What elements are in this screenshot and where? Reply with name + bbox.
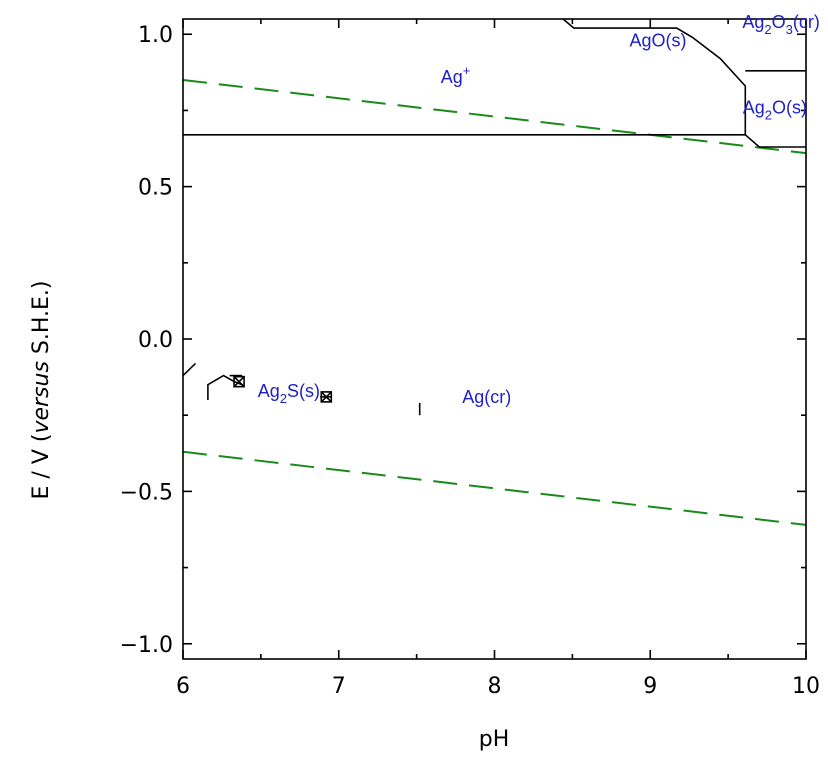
series-group [183, 19, 806, 526]
point-marker-2 [320, 391, 333, 403]
y-tick-label-5: −1.0 [120, 633, 173, 658]
region-label-3: AgO(s) [630, 30, 687, 50]
y-axis-title-italic: versus [29, 361, 54, 433]
region-label-4: Ag2O(s) [743, 97, 807, 122]
phase-boundary-4 [183, 362, 197, 377]
x-tick-label-3: 8 [488, 674, 502, 699]
plot-layer: 6 7 8 9 10 1.0 0.5 0.0 −0.5 −1.0 Ag+ Ag2O3(cr) AgO(s… [120, 12, 820, 699]
region-label-5: Ag2S(s) [258, 381, 320, 406]
region-label-1: Ag+ [441, 63, 471, 87]
region-label-2: Ag2O3(cr) [742, 12, 820, 37]
y-axis-title: E / V (versus S.H.E.) [29, 281, 54, 500]
point-marker-1 [233, 375, 245, 388]
y-tick-label-2: 0.5 [138, 176, 173, 201]
y-tick-label-1: 1.0 [138, 23, 173, 48]
plot-frame [182, 18, 807, 660]
x-tick-label-2: 7 [332, 674, 346, 699]
y-axis-title-suffix: S.H.E.) [29, 281, 54, 362]
water-stability-line-1 [183, 79, 806, 155]
water-stability-line-2 [183, 450, 806, 526]
region-label-6: Ag(cr) [462, 387, 511, 407]
y-tick-label-4: −0.5 [120, 480, 173, 505]
x-tick-label-4: 9 [643, 674, 657, 699]
x-axis-title: pH [479, 727, 510, 752]
x-tick-label-5: 10 [792, 674, 820, 699]
y-tick-label-3: 0.0 [138, 328, 173, 353]
phase-boundary-2 [562, 19, 806, 148]
y-axis-title-prefix: E / V ( [29, 434, 54, 500]
x-tick-label-1: 6 [176, 674, 190, 699]
